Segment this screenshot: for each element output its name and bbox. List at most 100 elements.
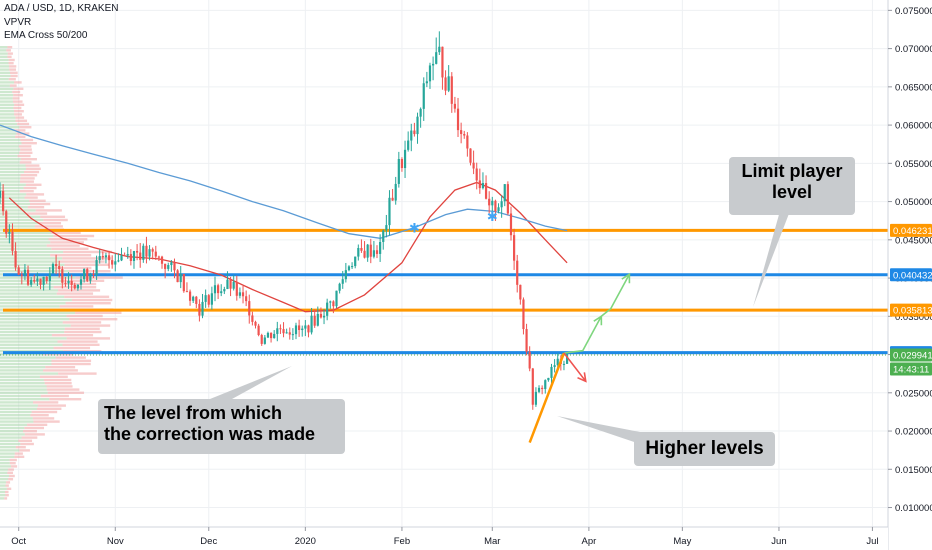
volume-profile-bar-up	[0, 190, 20, 193]
volume-profile-bar-up	[0, 324, 71, 327]
volume-profile-bar-down	[18, 439, 33, 442]
candle-body	[251, 315, 254, 322]
candle-body	[235, 281, 238, 296]
volume-profile-bar-down	[51, 247, 89, 250]
candle-body	[245, 296, 248, 302]
candle-body	[241, 292, 245, 297]
candle-body	[481, 183, 485, 189]
volume-profile-bar-down	[24, 170, 40, 174]
volume-profile-bar-up	[0, 135, 16, 138]
volume-profile-bar-down	[21, 436, 38, 439]
candle-body	[522, 299, 525, 330]
candle-body	[466, 135, 469, 149]
candle-body	[129, 254, 132, 261]
candle-body	[547, 377, 550, 381]
candle-body	[431, 63, 435, 66]
volume-profile-bar-up	[0, 46, 8, 49]
volume-profile-bar-up	[0, 305, 60, 308]
candle-body	[491, 200, 494, 206]
candle-body	[145, 245, 148, 257]
time-tick-label: Mar	[484, 536, 500, 547]
volume-profile-bar-up	[0, 164, 26, 167]
volume-profile-bar-up	[0, 401, 34, 404]
volume-profile-bar-down	[25, 167, 41, 170]
candle-body	[182, 273, 185, 292]
candle-body	[185, 291, 189, 293]
candle-body	[385, 225, 388, 231]
volume-profile-bar-down	[64, 295, 110, 298]
price-axis[interactable]: 0.0100000.0150000.0200000.0250000.030000…	[887, 0, 932, 550]
volume-profile-bar-down	[51, 334, 94, 337]
candle-body	[8, 231, 11, 234]
volume-profile-bar-up	[0, 468, 9, 471]
candle-body	[238, 292, 242, 296]
symbol-title[interactable]: ADA / USD, 1D, KRAKEN	[4, 3, 119, 14]
candle-body	[322, 315, 326, 318]
candle-body	[198, 303, 201, 316]
volume-profile-bar-down	[50, 254, 92, 257]
volume-profile-bar-down	[12, 100, 23, 103]
volume-profile-bar-down	[68, 270, 111, 273]
volume-profile-bar-down	[27, 206, 45, 209]
volume-profile-bar-up	[0, 87, 14, 90]
volume-profile-bar-up	[0, 257, 63, 260]
volume-profile-bar-down	[45, 366, 76, 369]
volume-profile-bar-up	[0, 462, 10, 465]
candle-body	[176, 270, 179, 283]
volume-profile-bar-up	[0, 346, 54, 350]
volume-profile-bar-up	[0, 298, 72, 302]
projection-up-arrowhead-2	[621, 272, 631, 284]
volume-profile-bar-up	[0, 474, 10, 478]
volume-profile-bar-up	[0, 318, 70, 321]
volume-profile-bar-down	[9, 68, 17, 71]
volume-profile-bar-down	[40, 215, 66, 218]
volume-profile-bar-down	[57, 266, 92, 270]
candle-body	[494, 200, 497, 212]
candle-body	[460, 130, 463, 135]
candle-body	[266, 332, 270, 338]
candle-body	[83, 269, 86, 280]
volume-profile-bar-down	[66, 337, 111, 340]
volume-profile-bar-up	[0, 244, 47, 247]
volume-profile-bar-up	[0, 465, 12, 468]
price-tick-label: 0.045000	[895, 235, 932, 246]
candle-body	[58, 266, 61, 270]
candle-body	[207, 295, 210, 305]
candle-body	[17, 267, 20, 275]
time-axis-bg	[0, 527, 888, 550]
volume-profile-bar-down	[9, 65, 17, 68]
candle-body	[210, 293, 213, 305]
candle-body	[435, 52, 438, 64]
volume-profile-bar-down	[6, 481, 11, 484]
volume-profile-bar-up	[0, 52, 8, 55]
level-price-tag-bg	[890, 303, 932, 317]
time-axis[interactable]: Oct Nov Dec 2020 Feb Mar Apr May Jun Jul	[0, 526, 888, 550]
callout-correction-level: The level from which the correction was …	[98, 399, 345, 454]
indicator-ema-label[interactable]: EMA Cross 50/200	[4, 30, 88, 41]
volume-profile-bar-down	[8, 62, 14, 65]
volume-profile-bar-up	[0, 113, 15, 116]
volume-profile-bar-down	[34, 225, 63, 228]
price-tick-label: 0.020000	[895, 427, 932, 438]
volume-profile-bar-down	[53, 234, 95, 238]
candle-body	[276, 328, 279, 334]
volume-profile-bar-down	[75, 276, 123, 279]
candle-body	[329, 301, 332, 303]
candle-body	[310, 315, 313, 333]
candle-body	[2, 190, 5, 212]
time-tick-label: 2020	[295, 536, 316, 547]
volume-profile-bar-up	[0, 490, 5, 494]
volume-profile-bar-down	[69, 318, 118, 321]
candle-body	[42, 276, 45, 285]
candle-body	[360, 247, 363, 251]
volume-profile-bar-up	[0, 238, 49, 241]
volume-profile-bar-down	[71, 298, 113, 302]
candle-body	[291, 334, 294, 336]
candle-body	[304, 325, 307, 329]
volume-profile-bar-down	[44, 382, 72, 385]
candle-body	[506, 184, 509, 214]
volume-profile-bar-up	[0, 458, 10, 462]
candle-body	[497, 207, 500, 212]
indicator-vpvr-label[interactable]: VPVR	[4, 17, 32, 28]
